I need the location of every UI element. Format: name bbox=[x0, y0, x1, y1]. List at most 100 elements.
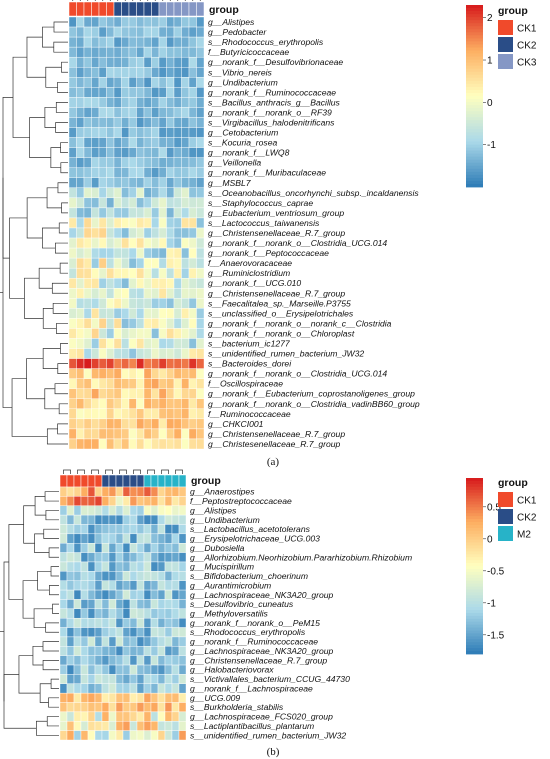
heatmap-cell bbox=[98, 288, 107, 299]
heatmap-cell bbox=[178, 702, 187, 713]
heatmap-cell bbox=[121, 328, 130, 339]
heatmap-cell bbox=[80, 514, 89, 525]
heatmap-cell bbox=[143, 552, 152, 563]
colorbar-step bbox=[466, 38, 483, 42]
row-label: g__norank_f__norank_o__PeM15 bbox=[190, 618, 320, 628]
heatmap-cell bbox=[106, 207, 115, 219]
heatmap-cell bbox=[196, 237, 205, 249]
column-dendrogram-branch bbox=[87, 0, 96, 1]
heatmap-cell bbox=[178, 486, 187, 497]
heatmap-cell bbox=[188, 207, 197, 219]
heatmap-cell bbox=[68, 77, 77, 88]
heatmap-cell bbox=[188, 127, 197, 138]
heatmap-cell bbox=[171, 599, 180, 610]
heatmap-cell bbox=[196, 278, 205, 289]
heatmap-cell bbox=[83, 328, 92, 339]
row-label: g__Alistipes bbox=[190, 505, 237, 515]
heatmap-cell bbox=[151, 137, 160, 148]
heatmap-cell bbox=[76, 77, 85, 88]
heatmap-cell bbox=[171, 674, 180, 684]
colorbar-step bbox=[466, 604, 483, 608]
heatmap-cell bbox=[196, 117, 205, 128]
colorbar-step bbox=[466, 74, 483, 79]
heatmap-cell bbox=[128, 318, 137, 329]
heatmap-cell bbox=[98, 378, 107, 389]
heatmap-cell bbox=[150, 730, 159, 741]
row-dendrogram-branch bbox=[50, 566, 59, 577]
heatmap-cell bbox=[181, 398, 190, 410]
heatmap-cell bbox=[128, 308, 137, 319]
heatmap-cell bbox=[129, 524, 138, 535]
heatmap-cell bbox=[87, 674, 96, 684]
colorbar-step bbox=[466, 633, 483, 637]
heatmap-cell bbox=[151, 227, 160, 239]
heatmap-cell bbox=[66, 486, 75, 497]
heatmap-cell bbox=[113, 56, 122, 68]
heatmap-cell bbox=[91, 127, 100, 138]
heatmap-cell bbox=[94, 721, 103, 731]
heatmap-cell bbox=[101, 543, 110, 553]
heatmap-cell bbox=[143, 571, 152, 581]
heatmap-cell bbox=[157, 599, 166, 610]
heatmap-cell bbox=[122, 617, 131, 628]
colorbar-step bbox=[466, 530, 483, 535]
heatmap-cell bbox=[143, 288, 152, 299]
colorbar-step bbox=[466, 129, 483, 133]
heatmap-cell bbox=[188, 77, 197, 88]
colorbar-step bbox=[466, 627, 483, 631]
heatmap-cell bbox=[106, 26, 115, 38]
heatmap-cell bbox=[101, 636, 110, 647]
heatmap-cell bbox=[151, 237, 160, 249]
heatmap-cell bbox=[178, 514, 187, 525]
heatmap-cell bbox=[136, 298, 145, 309]
group-annotation-cell bbox=[164, 474, 173, 488]
row-label: s__Virgibacillus_halodenitrificans bbox=[208, 117, 335, 127]
heatmap-cell bbox=[121, 278, 130, 289]
heatmap-cell bbox=[136, 655, 145, 666]
heatmap-cell bbox=[91, 288, 100, 299]
heatmap-cell bbox=[178, 627, 187, 638]
heatmap-cell bbox=[173, 288, 182, 299]
heatmap-cell bbox=[66, 599, 75, 610]
heatmap-cell bbox=[151, 328, 160, 339]
heatmap-cell bbox=[98, 348, 107, 359]
heatmap-cell bbox=[73, 711, 82, 722]
heatmap-cell bbox=[196, 167, 205, 178]
heatmap-cell bbox=[87, 664, 96, 675]
heatmap-cell bbox=[129, 580, 138, 591]
heatmap-cell bbox=[178, 655, 187, 666]
heatmap-cell bbox=[113, 137, 122, 148]
colorbar-step bbox=[466, 32, 483, 36]
heatmap-cell bbox=[66, 608, 75, 619]
colorbar-step bbox=[466, 598, 483, 602]
heatmap-cell bbox=[68, 187, 77, 199]
heatmap-cell bbox=[91, 247, 100, 259]
heatmap-cell bbox=[108, 683, 117, 694]
heatmap-cell bbox=[136, 408, 145, 420]
heatmap-cell bbox=[76, 67, 85, 78]
heatmap-cell bbox=[143, 721, 152, 731]
heatmap-cell bbox=[143, 257, 152, 269]
heatmap-cell bbox=[129, 552, 138, 563]
group-annotation-cell bbox=[196, 1, 205, 17]
heatmap-cell bbox=[121, 67, 130, 78]
heatmap-cell bbox=[87, 486, 96, 497]
heatmap-cell bbox=[151, 428, 160, 440]
heatmap-cell bbox=[128, 378, 137, 389]
heatmap-cell bbox=[188, 237, 197, 249]
heatmap-cell bbox=[181, 267, 190, 279]
heatmap-cell bbox=[113, 288, 122, 299]
heatmap-cell bbox=[128, 87, 137, 98]
heatmap-cell bbox=[188, 428, 197, 440]
heatmap-cell bbox=[121, 257, 130, 269]
heatmap-cell bbox=[68, 137, 77, 148]
row-dendrogram-branch bbox=[46, 716, 59, 727]
heatmap-cell bbox=[101, 674, 110, 684]
heatmap-cell bbox=[136, 308, 145, 319]
heatmap-cell bbox=[129, 496, 138, 506]
heatmap-cell bbox=[108, 674, 117, 684]
heatmap-cell bbox=[150, 674, 159, 684]
heatmap-cell bbox=[59, 486, 68, 497]
heatmap-cell bbox=[98, 167, 107, 178]
heatmap-cell bbox=[188, 328, 197, 339]
